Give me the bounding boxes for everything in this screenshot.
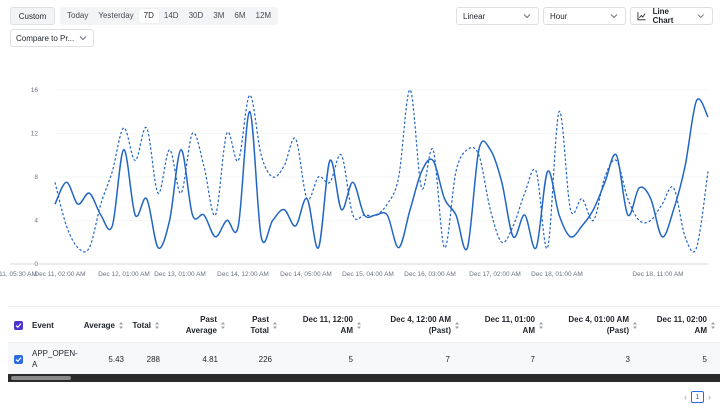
y-tick-label: 12 (31, 130, 39, 137)
scale-select[interactable]: Linear (456, 7, 539, 25)
column-header-dec-4-01am-past[interactable]: Dec 4, 01:00 AM (Past) (544, 307, 638, 343)
horizontal-scrollbar[interactable] (8, 374, 720, 382)
x-tick-label: Dec 11, 02:00 AM (34, 271, 85, 278)
sort-icon (155, 321, 159, 329)
event-name-cell: APP_OPEN-A (32, 349, 78, 369)
y-tick-label: 0 (34, 261, 38, 268)
range-yesterday[interactable]: Yesterday (98, 11, 134, 20)
dec-4-12am-past-cell: 7 (445, 354, 450, 364)
total-cell: 288 (146, 354, 160, 364)
sort-icon (633, 321, 637, 329)
table-header: Event Average Total Past Average Past To… (8, 307, 720, 343)
range-7d[interactable]: 7D (138, 9, 159, 23)
compare-select-value: Compare to Pr... (16, 33, 75, 43)
x-tick-label: Dec 18, 11:00 AM (632, 271, 683, 278)
line-chart-icon (637, 12, 646, 21)
column-header-past-total[interactable]: Past Total (226, 307, 278, 343)
x-tick-label: Dec 14, 05:00 AM (280, 271, 332, 278)
x-tick-label: Dec 14, 12:00 AM (217, 271, 269, 278)
time-range-selector: Today Yesterday 7D 14D 30D 3M 6M 12M (60, 7, 279, 25)
sort-icon (455, 321, 459, 329)
sort-icon (273, 321, 277, 329)
sort-icon (119, 321, 123, 329)
range-12m[interactable]: 12M (255, 11, 272, 20)
data-table: Event Average Total Past Average Past To… (8, 306, 720, 375)
y-tick-label: 8 (34, 174, 38, 181)
y-tick-label: 16 (31, 87, 39, 94)
interval-select[interactable]: Hour (543, 7, 626, 25)
column-header-average[interactable]: Average (82, 307, 124, 343)
pagination: ‹ 1 › (684, 391, 711, 403)
scrollbar-thumb[interactable] (11, 376, 71, 380)
sort-icon (539, 321, 543, 329)
chart-type-select[interactable]: Line Chart (630, 7, 713, 25)
column-header-dec-11-02am[interactable]: Dec 11, 02:00 AM (638, 307, 716, 343)
dec-11-02am-cell: 5 (702, 354, 707, 364)
column-header-dec-11-01am[interactable]: Dec 11, 01:00 AM (460, 307, 544, 343)
x-tick-label: 11, 05:30 AM (0, 271, 37, 278)
select-all-checkbox[interactable] (14, 307, 26, 343)
next-page-icon[interactable]: › (708, 392, 711, 402)
x-tick-label: Dec 15, 04:00 AM (342, 271, 394, 278)
prev-page-icon[interactable]: ‹ (684, 392, 687, 402)
dec-11-12am-cell: 5 (348, 354, 353, 364)
custom-range-button[interactable]: Custom (10, 7, 55, 25)
chevron-down-icon (79, 36, 87, 41)
past-total-cell: 226 (258, 354, 272, 364)
column-header-dec-11-12am[interactable]: Dec 11, 12:00 AM (278, 307, 362, 343)
custom-range-label: Custom (18, 11, 47, 21)
series-line-past (54, 89, 709, 253)
dec-4-01am-past-cell: 3 (625, 354, 630, 364)
chevron-down-icon (698, 14, 705, 19)
current-page[interactable]: 1 (691, 391, 704, 403)
series-line-current (54, 98, 709, 251)
table-row[interactable]: APP_OPEN-A 5.43 288 4.81 226 5 7 7 3 5 (8, 343, 720, 375)
interval-select-value: Hour (550, 11, 568, 21)
compare-select[interactable]: Compare to Pr... (10, 29, 95, 47)
scale-select-value: Linear (463, 11, 486, 21)
x-tick-label: Dec 17, 02:00 AM (469, 271, 521, 278)
column-header-past-average[interactable]: Past Average (160, 307, 226, 343)
chart-type-select-value: Line Chart (652, 7, 674, 25)
range-3m[interactable]: 3M (213, 11, 225, 20)
x-tick-label: Dec 18, 01:00 AM (531, 271, 583, 278)
chevron-down-icon (523, 14, 531, 19)
y-tick-label: 4 (34, 217, 38, 224)
dec-11-01am-cell: 7 (530, 354, 535, 364)
x-tick-label: Dec 12, 01:00 AM (98, 271, 150, 278)
x-tick-label: Dec 16, 03:00 AM (404, 271, 456, 278)
x-tick-label: Dec 13, 01:00 AM (154, 271, 206, 278)
sort-icon (357, 321, 361, 329)
check-icon (15, 322, 22, 328)
sort-icon (711, 321, 715, 329)
past-average-cell: 4.81 (202, 354, 218, 364)
chevron-down-icon (610, 14, 618, 19)
range-today[interactable]: Today (67, 11, 89, 20)
range-30d[interactable]: 30D (188, 11, 204, 20)
range-14d[interactable]: 14D (163, 11, 179, 20)
average-cell: 5.43 (108, 354, 124, 364)
column-header-dec-4-12am-past[interactable]: Dec 4, 12:00 AM (Past) (362, 307, 460, 343)
row-checkbox[interactable] (14, 343, 26, 375)
column-header-total[interactable]: Total (124, 307, 160, 343)
check-icon (15, 356, 22, 362)
range-6m[interactable]: 6M (234, 11, 246, 20)
column-header-event[interactable]: Event (32, 320, 54, 330)
sort-icon (221, 321, 225, 329)
